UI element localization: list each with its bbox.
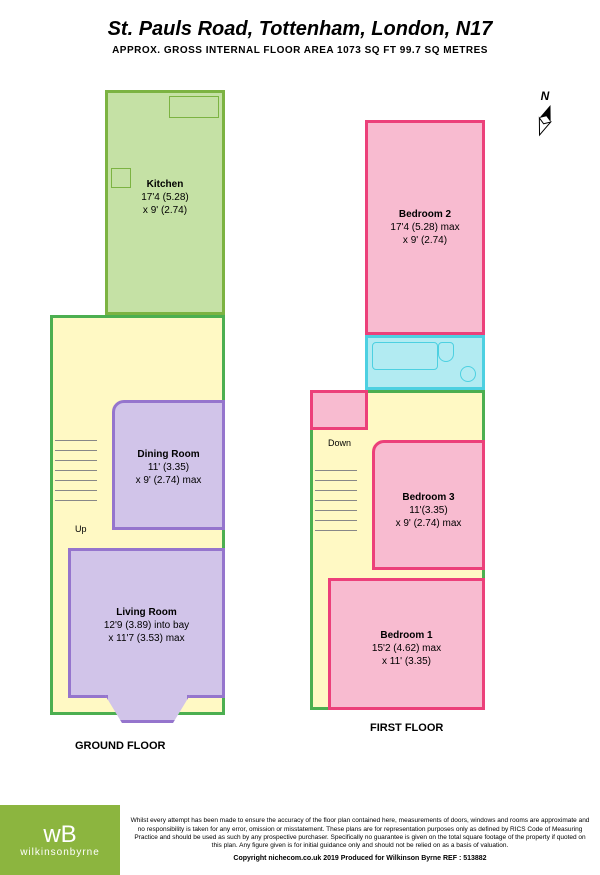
kitchen-dims: 17'4 (5.28) x 9' (2.74): [108, 191, 222, 217]
stairs-first: [315, 460, 357, 560]
bed1-name: Bedroom 1: [331, 629, 482, 642]
bathroom: [365, 335, 485, 390]
bedroom-3: Bedroom 3 11'(3.35) x 9' (2.74) max: [372, 440, 485, 570]
first-floor-label: FIRST FLOOR: [370, 722, 443, 734]
kitchen: Kitchen 17'4 (5.28) x 9' (2.74): [105, 90, 225, 315]
sink-icon: [460, 366, 476, 382]
logo-text: wilkinsonbyrne: [20, 847, 100, 858]
landing-ext: [310, 390, 368, 430]
bed3-dims: 11'(3.35) x 9' (2.74) max: [375, 504, 482, 530]
living-dims: 12'9 (3.89) into bay x 11'7 (3.53) max: [71, 619, 222, 645]
floorplan-page: St. Pauls Road, Tottenham, London, N17 A…: [0, 0, 600, 875]
living-name: Living Room: [71, 606, 222, 619]
copyright: Copyright nichecom.co.uk 2019 Produced f…: [130, 854, 590, 863]
first-floor: Bedroom 2 17'4 (5.28) max x 9' (2.74) Be…: [310, 120, 510, 750]
bed2-dims: 17'4 (5.28) max x 9' (2.74): [368, 221, 482, 247]
dining-room: Dining Room 11' (3.35) x 9' (2.74) max: [112, 400, 225, 530]
stair-down-label: Down: [328, 438, 351, 448]
page-title: St. Pauls Road, Tottenham, London, N17: [0, 0, 600, 41]
disclaimer: Whilst every attempt has been made to en…: [120, 805, 600, 875]
bedroom-1: Bedroom 1 15'2 (4.62) max x 11' (3.35): [328, 578, 485, 710]
bed2-name: Bedroom 2: [368, 208, 482, 221]
stairs-ground: [55, 430, 97, 530]
logo-mark: wB: [43, 823, 76, 847]
bed3-name: Bedroom 3: [375, 491, 482, 504]
page-subtitle: APPROX. GROSS INTERNAL FLOOR AREA 1073 S…: [0, 45, 600, 56]
bay-window: [105, 695, 190, 723]
footer: wB wilkinsonbyrne Whilst every attempt h…: [0, 805, 600, 875]
bathtub-icon: [372, 342, 438, 370]
bed1-dims: 15'2 (4.62) max x 11' (3.35): [331, 642, 482, 668]
living-room: Living Room 12'9 (3.89) into bay x 11'7 …: [68, 548, 225, 698]
dining-dims: 11' (3.35) x 9' (2.74) max: [115, 461, 222, 487]
stair-up-label: Up: [75, 524, 87, 534]
toilet-icon: [438, 342, 454, 362]
bedroom-2: Bedroom 2 17'4 (5.28) max x 9' (2.74): [365, 120, 485, 335]
dining-name: Dining Room: [115, 448, 222, 461]
floor-plans: Kitchen 17'4 (5.28) x 9' (2.74) Dining R…: [0, 90, 600, 770]
ground-floor: Kitchen 17'4 (5.28) x 9' (2.74) Dining R…: [50, 90, 250, 750]
logo: wB wilkinsonbyrne: [0, 805, 120, 875]
disclaimer-text: Whilst every attempt has been made to en…: [130, 817, 590, 851]
ground-floor-label: GROUND FLOOR: [75, 740, 165, 752]
